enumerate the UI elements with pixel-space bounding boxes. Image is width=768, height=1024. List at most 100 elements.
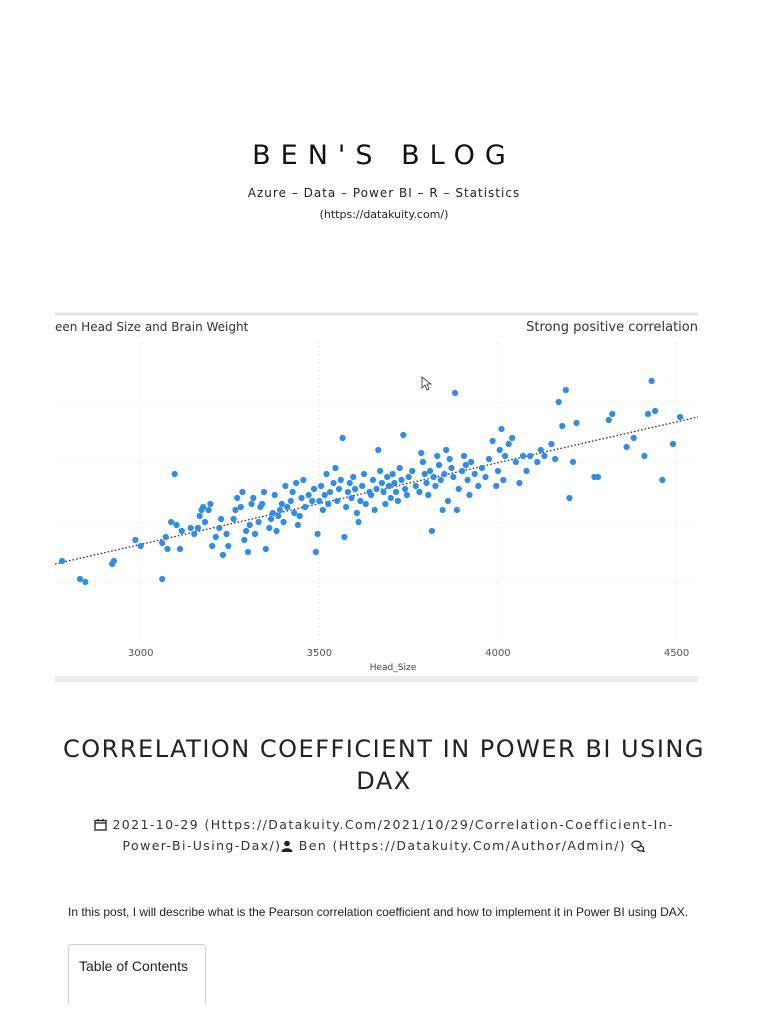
data-point: [314, 530, 321, 538]
data-point: [280, 518, 287, 526]
chart-grid: [55, 342, 698, 642]
post-intro: In this post, I will describe what is th…: [68, 905, 689, 919]
data-point: [389, 470, 396, 478]
data-point: [237, 503, 244, 511]
data-point: [357, 497, 364, 505]
data-point: [482, 473, 489, 481]
featured-image[interactable]: een Head Size and Brain Weight Strong po…: [55, 312, 698, 682]
data-point: [416, 488, 423, 496]
data-point: [266, 524, 273, 532]
post-title[interactable]: CORRELATION COEFFICIENT IN POWER BI USIN…: [63, 735, 705, 795]
data-point: [396, 464, 403, 472]
data-point: [341, 533, 348, 541]
data-point: [259, 500, 266, 508]
data-point: [262, 545, 269, 553]
data-point: [327, 488, 334, 496]
data-point: [648, 377, 655, 385]
data-point: [669, 440, 677, 448]
data-point: [278, 500, 285, 508]
data-point: [594, 473, 602, 481]
data-point: [368, 491, 375, 499]
data-point: [171, 470, 178, 478]
chart-bottom-border: [55, 676, 698, 682]
data-point: [509, 434, 516, 442]
data-point: [446, 455, 453, 463]
data-point: [212, 533, 219, 541]
data-point: [59, 557, 66, 565]
data-point: [555, 398, 562, 406]
data-point: [459, 467, 466, 475]
data-point: [418, 449, 425, 457]
data-point: [384, 473, 391, 481]
data-point: [562, 386, 569, 394]
data-point: [659, 476, 666, 484]
data-point: [378, 479, 385, 487]
data-point: [428, 527, 435, 535]
site-home-link[interactable]: (https://datakuity.com/): [319, 208, 449, 221]
data-point: [309, 497, 316, 505]
data-point: [502, 452, 509, 460]
data-point: [302, 503, 309, 511]
data-point: [330, 479, 337, 487]
data-point: [294, 521, 301, 529]
data-point: [485, 455, 493, 463]
data-point: [391, 479, 398, 487]
data-point: [409, 467, 416, 475]
data-point: [494, 467, 502, 475]
data-point: [321, 491, 328, 499]
data-point: [273, 527, 280, 535]
data-point: [419, 458, 426, 466]
data-point: [260, 488, 268, 496]
data-point: [353, 509, 360, 517]
data-point: [248, 500, 255, 508]
data-point: [350, 473, 357, 481]
data-point: [305, 491, 312, 499]
data-points: [59, 377, 684, 586]
data-point: [296, 512, 303, 520]
data-point: [289, 488, 296, 496]
data-point: [284, 503, 291, 511]
data-point: [225, 542, 232, 550]
post-author-link[interactable]: Ben (Https://Datakuity.Com/Author/Admin/…: [298, 838, 627, 853]
data-point: [394, 497, 401, 505]
data-point: [187, 524, 194, 532]
data-point: [230, 515, 237, 523]
data-point: [201, 518, 209, 526]
data-point: [623, 443, 630, 451]
post-meta: 2021-10-29 (Https://Datakuity.Com/2021/1…: [80, 814, 688, 856]
data-point: [652, 407, 659, 415]
data-point: [298, 494, 305, 502]
data-point: [462, 461, 469, 469]
data-point: [573, 419, 580, 427]
data-point: [385, 482, 393, 490]
data-point: [641, 452, 648, 460]
data-point: [439, 506, 446, 514]
data-point: [402, 485, 409, 493]
data-point: [369, 476, 376, 484]
x-tick-label: 4500: [664, 648, 689, 659]
data-point: [110, 557, 117, 565]
data-point: [250, 494, 257, 502]
data-point: [362, 500, 369, 508]
comments-icon[interactable]: [631, 840, 646, 852]
data-point: [496, 446, 503, 454]
toc-label: Table of Contents: [79, 958, 188, 974]
data-point: [325, 500, 332, 508]
data-point: [344, 488, 351, 496]
post-date-link[interactable]: 2021-10-29 (Https://Datakuity.Com/2021/1…: [112, 817, 674, 853]
data-point: [443, 446, 450, 454]
data-point: [398, 476, 405, 484]
site-title[interactable]: BEN'S BLOG: [252, 140, 516, 171]
data-point: [400, 431, 407, 439]
data-point: [323, 470, 330, 478]
data-point: [339, 434, 346, 442]
data-point: [271, 491, 278, 499]
data-point: [500, 476, 507, 484]
data-point: [523, 467, 530, 475]
data-point: [219, 551, 226, 559]
table-of-contents[interactable]: Table of Contents: [68, 944, 206, 1004]
site-tagline: Azure – Data – Power BI – R – Statistics: [247, 186, 521, 200]
data-point: [425, 491, 432, 499]
data-point: [312, 548, 319, 556]
data-point: [334, 497, 341, 505]
